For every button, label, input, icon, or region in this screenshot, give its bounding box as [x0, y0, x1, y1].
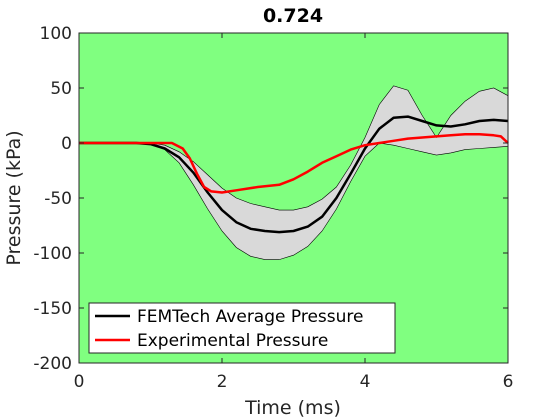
y-tick-label: -100	[33, 244, 72, 264]
chart-title: 0.724	[263, 5, 323, 27]
x-tick-label: 6	[503, 372, 514, 392]
y-tick-label: 50	[50, 79, 72, 99]
legend-label-femtech: FEMTech Average Pressure	[137, 307, 363, 327]
series-line-1	[79, 132, 509, 194]
x-tick-label: 0	[74, 372, 85, 392]
x-axis-label: Time (ms)	[244, 397, 341, 419]
y-axis-label: Pressure (kPa)	[3, 130, 25, 265]
y-tick-label: -150	[33, 299, 72, 319]
series-layer	[79, 115, 509, 234]
legend-box	[88, 302, 396, 354]
x-tick-label: 4	[360, 372, 371, 392]
x-tick-label: 2	[217, 372, 228, 392]
y-tick-label: -200	[33, 354, 72, 374]
y-tick-label: 0	[61, 134, 72, 154]
legend: FEMTech Average Pressure Experimental Pr…	[88, 302, 396, 354]
legend-label-experimental: Experimental Pressure	[137, 331, 328, 351]
axis-ticks: 0 2 4 6 -200 -150 -100 -50 0 50 100	[33, 24, 513, 392]
y-tick-label: 100	[40, 24, 72, 44]
y-tick-label: -50	[44, 189, 72, 209]
series-line-0	[79, 115, 509, 234]
